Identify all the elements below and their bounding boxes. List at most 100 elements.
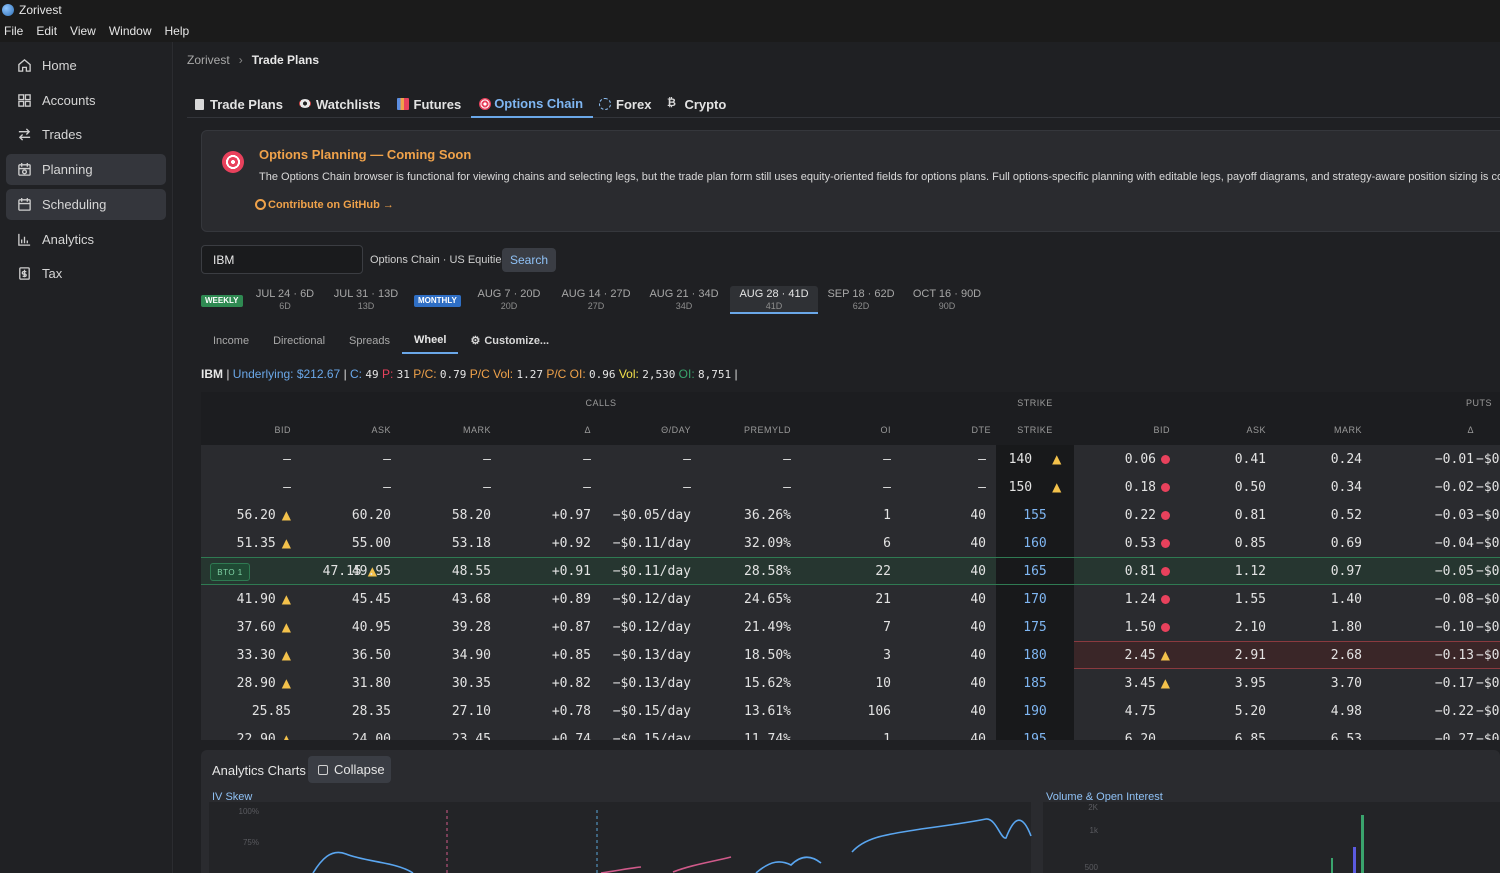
col-mark[interactable]: MARK	[462, 424, 491, 435]
call-premyld-cell[interactable]: 21.49%	[691, 613, 791, 641]
strike-cell[interactable]: 185	[996, 669, 1074, 697]
col-premyld[interactable]: PREMYLD	[743, 424, 791, 435]
call-theta-cell[interactable]: −$0.13/day	[591, 669, 691, 697]
put-theta-cell[interactable]: −$0	[1476, 445, 1500, 473]
github-link[interactable]: Contribute on GitHub →	[268, 199, 394, 211]
expiry-aug-7[interactable]: AUG 7 · 20D 20D	[474, 288, 544, 311]
call-theta-cell[interactable]: —	[591, 445, 691, 473]
chain-row[interactable]: 22.90 ▲ 24.00 23.45 +0.74 −$0.15/day 11.74% 1 40…	[201, 725, 1500, 740]
tab-wheel[interactable]: Wheel	[402, 327, 459, 354]
call-dte-cell[interactable]: 40	[891, 641, 986, 669]
put-delta-cell[interactable]: −0.05	[1362, 558, 1474, 584]
call-ask-cell[interactable]: 55.00	[291, 529, 391, 557]
put-bid-cell[interactable]: 3.45 ▲	[1074, 669, 1170, 697]
col-strike[interactable]: STRIKE	[1017, 424, 1053, 435]
call-delta-cell[interactable]: +0.82	[491, 669, 591, 697]
call-ask-cell[interactable]: 49.95	[291, 558, 391, 584]
menu-file[interactable]: File	[4, 24, 24, 38]
put-ask-cell[interactable]: 0.81	[1170, 501, 1266, 529]
put-bid-cell[interactable]: 0.22	[1074, 501, 1170, 529]
put-bid-cell[interactable]: 0.06	[1074, 445, 1170, 473]
call-premyld-cell[interactable]: —	[691, 445, 791, 473]
chain-row[interactable]: 41.90 ▲ 45.45 43.68 +0.89 −$0.12/day 24.65% 21 4…	[201, 585, 1500, 613]
put-delta-cell[interactable]: −0.13	[1362, 641, 1474, 669]
put-theta-cell[interactable]: −$0	[1476, 529, 1500, 557]
put-mark-cell[interactable]: 0.97	[1266, 558, 1362, 584]
call-delta-cell[interactable]: +0.87	[491, 613, 591, 641]
call-dte-cell[interactable]: 40	[891, 725, 986, 741]
call-premyld-cell[interactable]: 13.61%	[691, 697, 791, 725]
put-theta-cell[interactable]: −$0	[1476, 558, 1500, 584]
call-delta-cell[interactable]: +0.92	[491, 529, 591, 557]
put-theta-cell[interactable]: −$0	[1476, 501, 1500, 529]
call-oi-cell[interactable]: —	[791, 445, 891, 473]
col-bid[interactable]: BID	[274, 424, 291, 435]
call-bid-cell[interactable]: 41.90 ▲	[201, 585, 291, 613]
call-mark-cell[interactable]: 27.10	[391, 697, 491, 725]
call-oi-cell[interactable]: 21	[791, 585, 891, 613]
call-mark-cell[interactable]: 43.68	[391, 585, 491, 613]
expiry-sep-18[interactable]: SEP 18 · 62D 62D	[827, 288, 895, 311]
call-theta-cell[interactable]: −$0.15/day	[591, 725, 691, 741]
menu-edit[interactable]: Edit	[36, 24, 58, 38]
tab-options-chain[interactable]: Options Chain	[471, 90, 594, 118]
strike-cell[interactable]: 155	[996, 501, 1074, 529]
call-dte-cell[interactable]: —	[891, 473, 986, 501]
col-oi[interactable]: OI	[880, 424, 891, 435]
call-ask-cell[interactable]: 24.00	[291, 725, 391, 741]
bto-leg-badge[interactable]: BTO 1	[210, 563, 250, 581]
put-ask-cell[interactable]: 2.10	[1170, 613, 1266, 641]
put-ask-cell[interactable]: 6.85	[1170, 725, 1266, 741]
col-put-bid[interactable]: BID	[1153, 424, 1170, 435]
call-premyld-cell[interactable]: 18.50%	[691, 641, 791, 669]
strike-cell[interactable]: 160	[996, 529, 1074, 557]
put-ask-cell[interactable]: 1.55	[1170, 585, 1266, 613]
call-oi-cell[interactable]: 1	[791, 725, 891, 741]
put-bid-cell[interactable]: 2.45 ▲	[1074, 641, 1170, 669]
col-dte[interactable]: DTE	[971, 424, 991, 435]
call-bid-cell[interactable]: —	[201, 473, 291, 501]
strike-cell[interactable]: 190	[996, 697, 1074, 725]
call-oi-cell[interactable]: 1	[791, 501, 891, 529]
call-dte-cell[interactable]: 40	[891, 697, 986, 725]
call-dte-cell[interactable]: 40	[891, 613, 986, 641]
call-delta-cell[interactable]: —	[491, 445, 591, 473]
chain-row[interactable]: BTO 1 47.15 ▲ 49.95 48.55 +0.91 −$0.11/day 28.5…	[201, 557, 1500, 585]
put-ask-cell[interactable]: 5.20	[1170, 697, 1266, 725]
chain-row[interactable]: 56.20 ▲ 60.20 58.20 +0.97 −$0.05/day 36.26% 1 40…	[201, 501, 1500, 529]
strike-cell[interactable]: 180	[996, 641, 1074, 669]
call-ask-cell[interactable]: 60.20	[291, 501, 391, 529]
call-premyld-cell[interactable]: 36.26%	[691, 501, 791, 529]
call-theta-cell[interactable]: −$0.12/day	[591, 613, 691, 641]
call-ask-cell[interactable]: —	[291, 445, 391, 473]
put-bid-cell[interactable]: 6.20	[1074, 725, 1156, 741]
put-delta-cell[interactable]: −0.27	[1362, 725, 1474, 741]
put-theta-cell[interactable]: −$0	[1476, 473, 1500, 501]
put-theta-cell[interactable]: −$0	[1476, 725, 1500, 741]
call-premyld-cell[interactable]: 15.62%	[691, 669, 791, 697]
strike-cell[interactable]: 165	[996, 558, 1074, 584]
put-ask-cell[interactable]: 2.91	[1170, 641, 1266, 669]
put-mark-cell[interactable]: 0.69	[1266, 529, 1362, 557]
call-oi-cell[interactable]: 22	[791, 558, 891, 584]
put-bid-cell[interactable]: 0.53	[1074, 529, 1170, 557]
tab-watchlists[interactable]: Watchlists	[293, 90, 391, 118]
call-bid-cell[interactable]: 37.60 ▲	[201, 613, 291, 641]
call-mark-cell[interactable]: 53.18	[391, 529, 491, 557]
breadcrumb-root[interactable]: Zorivest	[187, 53, 230, 67]
sidebar-item-trades[interactable]: Trades	[6, 119, 166, 150]
tab-crypto[interactable]: ₿ Crypto	[661, 90, 736, 118]
call-premyld-cell[interactable]: 11.74%	[691, 725, 791, 741]
put-bid-cell[interactable]: 0.81	[1074, 558, 1170, 584]
tab-trade-plans[interactable]: Trade Plans	[187, 90, 293, 118]
call-premyld-cell[interactable]: 28.58%	[691, 558, 791, 584]
col-put-delta[interactable]: Δ	[1467, 424, 1474, 435]
put-ask-cell[interactable]: 1.12	[1170, 558, 1266, 584]
put-theta-cell[interactable]: −$0	[1476, 697, 1500, 725]
chain-row[interactable]: 37.60 ▲ 40.95 39.28 +0.87 −$0.12/day 21.49% 7 40…	[201, 613, 1500, 641]
call-mark-cell[interactable]: 30.35	[391, 669, 491, 697]
col-delta[interactable]: Δ	[584, 424, 591, 435]
put-theta-cell[interactable]: −$0	[1476, 585, 1500, 613]
call-bid-cell[interactable]: 22.90 ▲	[201, 725, 291, 741]
call-premyld-cell[interactable]: —	[691, 473, 791, 501]
